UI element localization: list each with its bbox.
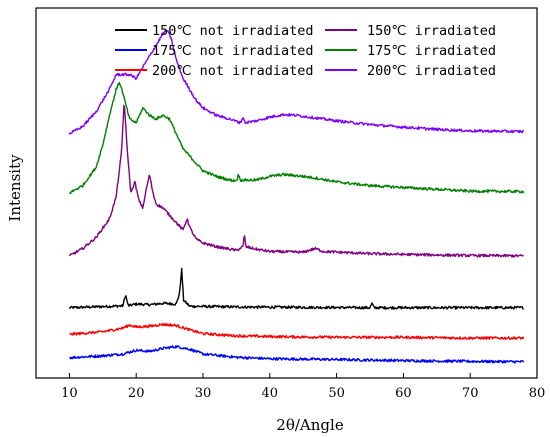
plot-frame bbox=[35, 7, 538, 379]
legend-label: 200℃ irradiated bbox=[367, 63, 496, 79]
x-tick-label: 50 bbox=[328, 386, 345, 401]
series-line-4 bbox=[68, 81, 525, 194]
series-line-3 bbox=[68, 104, 524, 258]
legend-label: 175℃ irradiated bbox=[367, 43, 496, 59]
x-tick-label: 20 bbox=[128, 386, 145, 401]
legend-label: 150℃ irradiated bbox=[367, 23, 496, 39]
x-axis-ticks: 10 20 30 40 50 60 70 80 bbox=[61, 373, 545, 401]
x-tick-label: 10 bbox=[61, 386, 78, 401]
series-group bbox=[68, 30, 525, 364]
legend-label: 175℃ not irradiated bbox=[152, 43, 313, 59]
x-axis-title: 2θ/Angle bbox=[276, 416, 344, 434]
x-tick-label: 60 bbox=[395, 386, 412, 401]
legend-label: 150℃ not irradiated bbox=[152, 23, 313, 39]
series-line-2 bbox=[69, 322, 525, 340]
series-line-0 bbox=[68, 267, 524, 310]
x-tick-label: 70 bbox=[462, 386, 479, 401]
series-line-1 bbox=[69, 345, 525, 364]
x-tick-label: 30 bbox=[195, 386, 212, 401]
series-line-5 bbox=[68, 30, 525, 135]
legend-label: 200℃ not irradiated bbox=[152, 63, 313, 79]
x-tick-label: 40 bbox=[262, 386, 279, 401]
y-axis-title: Intensity bbox=[6, 154, 24, 222]
x-tick-label: 80 bbox=[529, 386, 546, 401]
legend: 150℃ not irradiated 175℃ not irradiated 20… bbox=[115, 23, 496, 79]
